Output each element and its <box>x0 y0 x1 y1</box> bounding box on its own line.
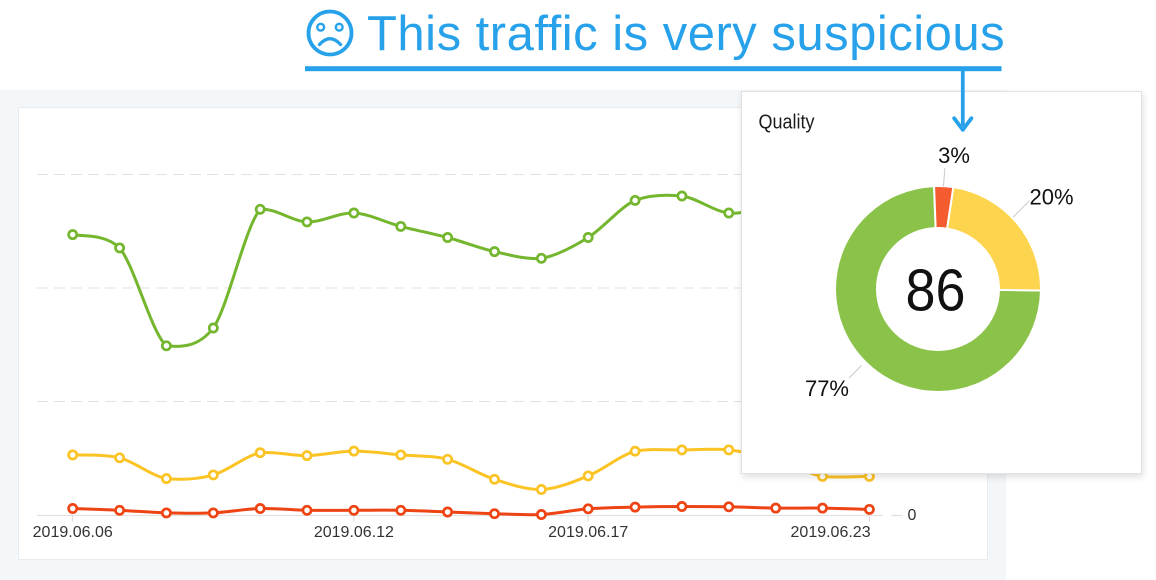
svg-text:Quality: Quality <box>759 111 816 134</box>
svg-text:0: 0 <box>908 507 917 524</box>
svg-text:86: 86 <box>906 258 966 324</box>
svg-text:3%: 3% <box>938 143 970 168</box>
svg-text:77%: 77% <box>805 376 849 401</box>
svg-text:This traffic is very suspiciou: This traffic is very suspicious <box>367 7 1005 61</box>
svg-text:2019.06.06: 2019.06.06 <box>33 524 113 541</box>
svg-text:2019.06.23: 2019.06.23 <box>791 524 871 541</box>
svg-text:2019.06.17: 2019.06.17 <box>548 524 628 541</box>
svg-text:20%: 20% <box>1030 185 1074 210</box>
svg-text:2019.06.12: 2019.06.12 <box>314 524 394 541</box>
